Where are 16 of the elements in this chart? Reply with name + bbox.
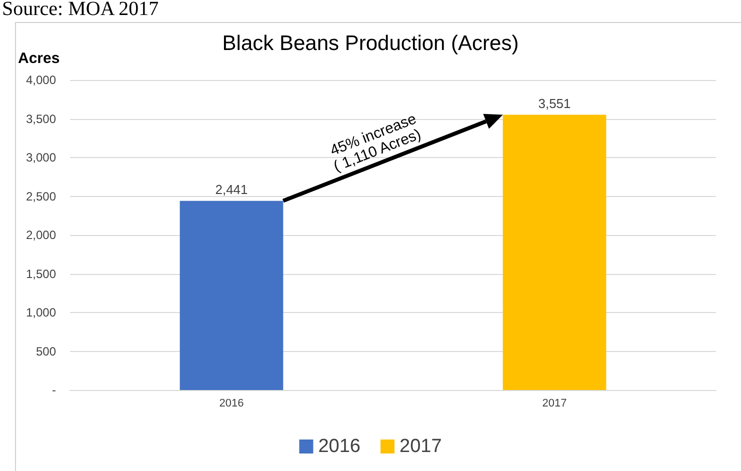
y-tick-label: 1,000 (26, 306, 56, 320)
source-note: Source: MOA 2017 (2, 0, 159, 21)
y-tick-label: 3,500 (26, 112, 56, 126)
legend-label: 2016 (318, 436, 361, 457)
text: 3,551 (538, 96, 571, 111)
y-tick-label: 500 (36, 344, 56, 358)
text: 2,441 (215, 182, 248, 197)
y-tick-label: 2,500 (26, 189, 56, 204)
y-tick-label: 4,000 (26, 73, 56, 87)
chart-title: Black Beans Production (Acres) (222, 32, 519, 55)
y-tick-label: - (52, 383, 56, 397)
y-tick-label: 1,500 (26, 266, 56, 281)
legend-label: 2017 (400, 436, 442, 457)
y-tick-label: 3,000 (26, 150, 56, 164)
y-tick-label: 2,000 (26, 228, 56, 242)
y-axis-title: Acres (18, 50, 60, 67)
